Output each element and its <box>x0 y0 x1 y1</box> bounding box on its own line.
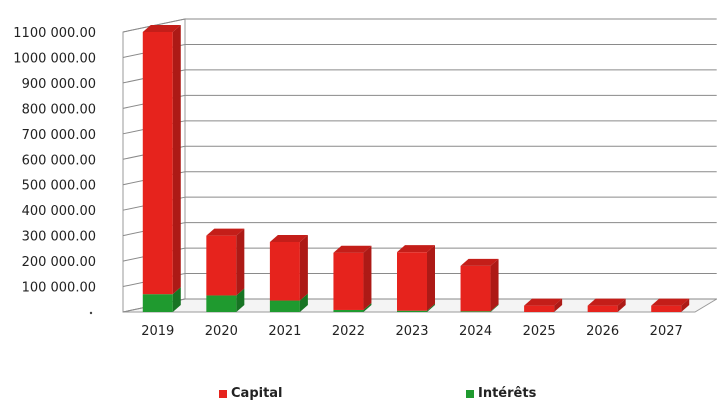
bar-front <box>460 311 491 312</box>
y-tick-label: 700 000.00 <box>22 128 96 143</box>
x-axis-labels: 2019 2020 2021 2022 2023 2024 2025 2026 2027 <box>141 324 683 339</box>
bar-segment <box>142 25 181 295</box>
bar-side <box>490 258 499 312</box>
bar-top <box>333 245 372 253</box>
bar-segment <box>206 228 245 296</box>
bar-segment <box>524 298 563 312</box>
y-tick-label: 1100 000.00 <box>13 26 96 41</box>
bars <box>142 25 690 312</box>
x-tick-label: 2026 <box>586 324 619 339</box>
bar-segment <box>269 235 308 301</box>
bar-side <box>172 25 181 295</box>
bar-top <box>269 235 308 242</box>
bar-front <box>460 265 491 312</box>
bar-segment <box>460 304 499 312</box>
bar-segment <box>651 298 690 312</box>
bar-front <box>397 252 427 311</box>
bar-side <box>363 302 372 312</box>
bar-segment <box>206 288 245 312</box>
x-tick-label: 2023 <box>395 324 428 339</box>
bar-top <box>460 258 499 266</box>
bar-side <box>236 288 245 312</box>
bar-top <box>206 228 245 236</box>
bar-side <box>427 303 435 312</box>
bar-side <box>299 293 308 312</box>
bar-segment <box>460 258 499 312</box>
y-tick-label: 100 000.00 <box>22 281 96 296</box>
bar-front <box>587 305 618 312</box>
x-tick-label: 2019 <box>141 324 174 339</box>
bar-top <box>524 298 563 306</box>
bar-segment <box>587 298 626 312</box>
bar-side <box>554 298 563 312</box>
y-tick-label: 800 000.00 <box>22 102 96 117</box>
bar-front <box>142 32 173 295</box>
bar-segment <box>333 302 372 312</box>
bar-side <box>490 304 499 312</box>
bar-side <box>681 298 690 312</box>
bar-front <box>206 235 237 296</box>
bar-front <box>142 294 173 312</box>
bar-front <box>333 252 364 310</box>
y-tick-dot <box>89 311 93 315</box>
bar-side <box>363 245 372 310</box>
bar-front <box>651 305 682 312</box>
y-tick-label: 200 000.00 <box>22 255 96 270</box>
bar-segment <box>397 245 435 311</box>
y-tick-label: 900 000.00 <box>22 77 96 92</box>
legend-label-interets: Intérêts <box>478 386 537 401</box>
legend-item-capital: Capital <box>219 386 283 401</box>
x-tick-label: 2021 <box>268 324 301 339</box>
x-tick-label: 2024 <box>459 324 492 339</box>
y-tick-label: 400 000.00 <box>22 204 96 219</box>
bar-front <box>524 305 555 312</box>
bar-front <box>269 242 300 301</box>
bar-side <box>299 235 308 301</box>
bar-front <box>333 309 364 312</box>
bar-segment <box>269 293 308 312</box>
legend-swatch-interets <box>466 389 474 398</box>
legend-swatch-capital <box>219 389 227 398</box>
y-tick-label: 300 000.00 <box>22 230 96 245</box>
bar-top <box>587 298 626 306</box>
bar-front <box>206 295 237 312</box>
y-tick-label: 1000 000.00 <box>13 51 96 66</box>
y-tick-label: 500 000.00 <box>22 179 96 194</box>
bar-side <box>427 245 435 311</box>
legend-label-capital: Capital <box>231 386 283 401</box>
y-tick-label: 600 000.00 <box>22 153 96 168</box>
bar-side <box>617 298 626 312</box>
x-tick-label: 2025 <box>523 324 556 339</box>
bar-top <box>397 245 435 253</box>
bar-front <box>397 310 427 312</box>
x-tick-label: 2027 <box>650 324 683 339</box>
bar-top <box>651 298 690 306</box>
x-tick-label: 2020 <box>205 324 238 339</box>
bar-segment <box>397 303 435 312</box>
legend-item-interets: Intérêts <box>466 386 536 401</box>
bar-top <box>142 25 181 32</box>
bar-side <box>236 228 245 296</box>
bar-segment <box>333 245 372 310</box>
bar-segment <box>142 287 181 312</box>
bar-front <box>269 300 300 312</box>
y-axis-labels: 100 000.00 200 000.00 300 000.00 400 000.00… <box>13 26 96 315</box>
bar-side <box>172 287 181 312</box>
x-tick-label: 2022 <box>332 324 365 339</box>
